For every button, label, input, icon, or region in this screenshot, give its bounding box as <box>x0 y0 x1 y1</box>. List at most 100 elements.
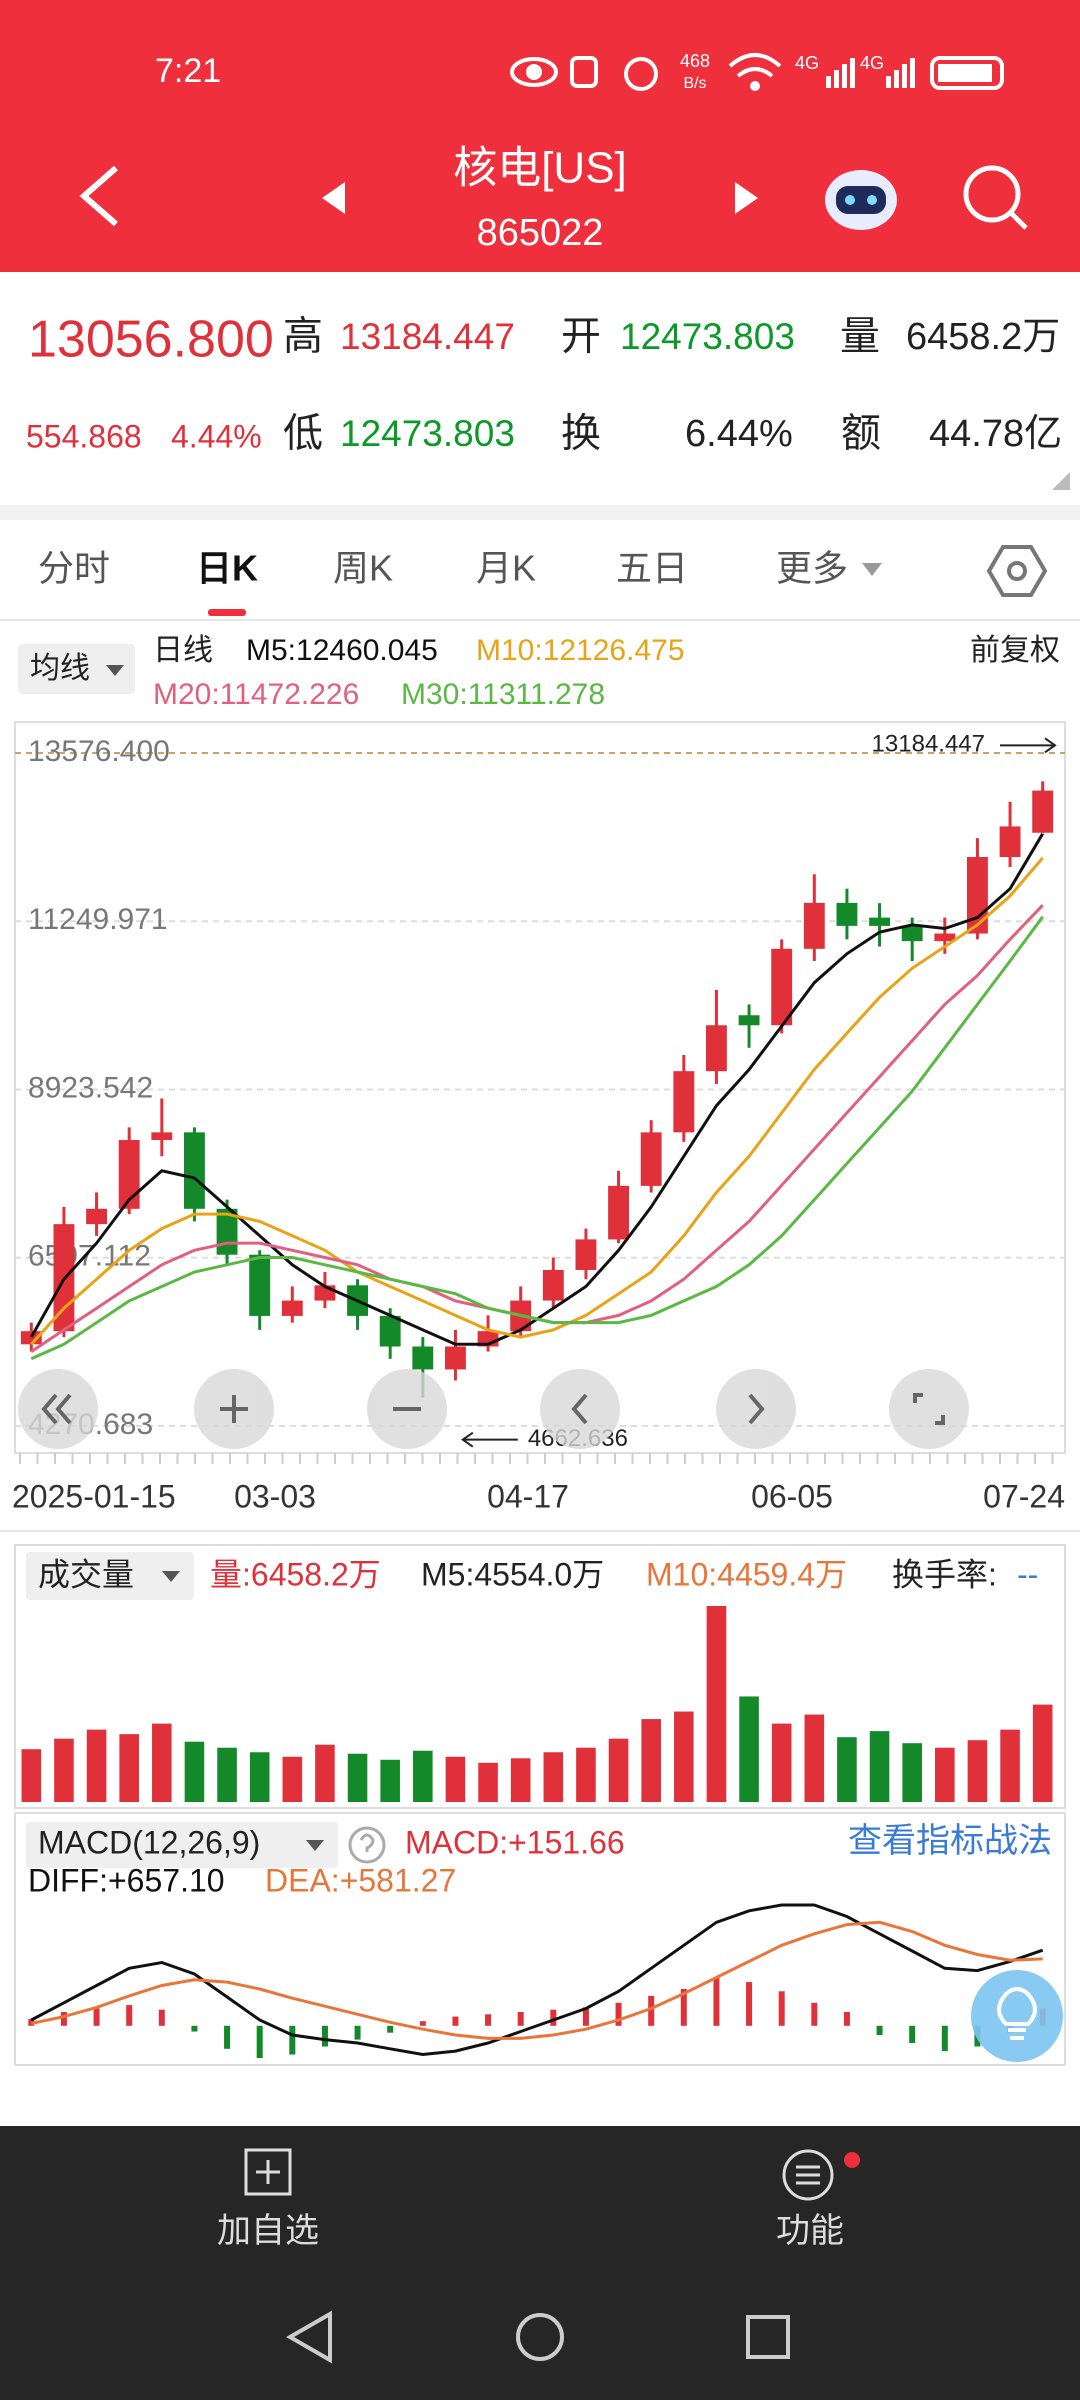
step-right[interactable] <box>716 1369 796 1449</box>
header-bg <box>0 0 1080 272</box>
volume-bar <box>1000 1729 1020 1802</box>
candle-body <box>542 1269 564 1301</box>
legend-entry: M20:11472.226 <box>153 678 359 711</box>
high: 13184.447 <box>340 316 515 357</box>
divider <box>0 1530 1080 1532</box>
macd-bar <box>158 2009 165 2026</box>
open: 12473.803 <box>620 316 795 357</box>
macd-bar <box>648 1995 655 2026</box>
candle-body <box>934 933 956 942</box>
volume-bar <box>21 1749 42 1802</box>
legend-entry: M5:4554.0万 <box>421 1556 604 1592</box>
price-chart: 13576.40011249.9718923.5426597.1124270.6… <box>12 634 1065 1514</box>
volume-bar <box>86 1729 107 1802</box>
volume-selector[interactable] <box>26 1552 194 1600</box>
macd-line <box>30 1903 1044 2057</box>
volume-chart: 量:6458.2万 M5:4554.0万 M10:4459.4万 换手率: -- <box>21 1556 1053 1802</box>
volume-bar <box>771 1723 792 1802</box>
legend-entry: M5:12460.045 <box>246 634 438 667</box>
turnover: 6.44% <box>685 413 793 455</box>
macd-title: MACD(12,26,9) <box>38 1824 260 1860</box>
volume-bar <box>119 1734 139 1802</box>
volume-frame <box>14 1544 1066 1809</box>
volume-bar <box>1032 1704 1053 1802</box>
x-tick-label: 03-03 <box>234 1478 316 1514</box>
x-tick-label: 04-17 <box>487 1478 569 1514</box>
x-tick-label: 2025-01-15 <box>12 1478 176 1514</box>
adjust-label[interactable]: 前复权 <box>970 634 1060 667</box>
status-time: 7:21 <box>155 52 221 90</box>
legend-entry: 量:6458.2万 <box>210 1556 381 1592</box>
volume-bar <box>608 1738 629 1802</box>
macd-bar <box>517 2011 524 2026</box>
nav-icons <box>244 2148 834 2201</box>
ma-selector[interactable] <box>18 644 135 694</box>
dropdown-arrow <box>306 1840 324 1851</box>
volume-bar <box>347 1753 368 1802</box>
prev-stock[interactable] <box>322 182 345 214</box>
label: 开 <box>561 315 601 359</box>
macd-bar <box>680 1988 687 2026</box>
legend-entry: M30:11311.278 <box>401 678 605 711</box>
legend-entry: MACD:+151.66 <box>405 1824 625 1860</box>
volume-bar <box>674 1711 694 1802</box>
robot-assistant[interactable] <box>825 170 897 230</box>
help-icon[interactable] <box>348 1826 386 1864</box>
expand-corner[interactable] <box>1052 472 1070 490</box>
search-button[interactable] <box>963 165 1028 230</box>
legend-entry: DIFF:+657.10 <box>28 1862 225 1898</box>
last-price: 13056.800 <box>28 311 274 369</box>
ma-line <box>30 915 1044 1361</box>
macd-bar <box>387 2025 394 2033</box>
settings-button[interactable] <box>986 545 1048 597</box>
macd-bar <box>354 2025 361 2040</box>
status-icons <box>510 53 1004 91</box>
badge <box>844 2152 860 2168</box>
macd-bar <box>778 1991 785 2026</box>
macd-bar <box>419 2021 426 2026</box>
candle-body <box>575 1239 597 1270</box>
next-stock[interactable] <box>735 182 758 214</box>
net-speed: 468 <box>680 51 710 71</box>
signal-bars <box>826 58 915 88</box>
volume-bar <box>217 1747 237 1802</box>
nav-watchlist[interactable]: 加自选 <box>217 2212 319 2250</box>
y-tick-label: 8923.542 <box>28 1071 153 1104</box>
arrow <box>461 1431 518 1448</box>
macd-bar <box>843 2011 850 2026</box>
net-type: 4G <box>860 53 884 73</box>
label: 量 <box>840 315 880 359</box>
volume-bar <box>543 1752 564 1802</box>
candle-body <box>118 1140 140 1209</box>
macd-chart: MACD:+151.66 DIFF:+657.10 DEA:+581.27 <box>28 1824 1046 2058</box>
macd-bar <box>289 2025 296 2055</box>
candle-body <box>705 1025 727 1072</box>
tab[interactable]: 日K <box>196 548 258 589</box>
legend-entry: M10:12126.475 <box>476 634 685 667</box>
tab[interactable]: 更多 <box>776 548 848 589</box>
volume-bar <box>869 1731 890 1802</box>
tips-button[interactable] <box>971 1970 1063 2062</box>
indicator-link[interactable]: 查看指标战法 <box>848 1822 1052 1860</box>
candle-body <box>640 1132 662 1186</box>
macd-bar <box>550 2009 557 2026</box>
back-button[interactable] <box>79 165 118 227</box>
net-speed-unit: B/s <box>683 75 706 92</box>
candle-body <box>836 902 858 926</box>
nav-functions[interactable]: 功能 <box>776 2212 844 2250</box>
candle-body <box>901 925 923 942</box>
macd-bar <box>582 2007 589 2026</box>
label: 换 <box>561 412 601 456</box>
tab[interactable]: 五日 <box>616 548 688 589</box>
candle-body <box>281 1300 303 1316</box>
volume-bar <box>641 1719 661 1802</box>
volume-bar <box>478 1762 498 1802</box>
dropdown-arrow <box>862 563 882 576</box>
fullscreen[interactable] <box>889 1369 969 1449</box>
tab[interactable]: 分时 <box>38 548 110 589</box>
volume-bar <box>380 1759 400 1802</box>
step-left[interactable] <box>540 1369 620 1449</box>
macd-selector[interactable] <box>26 1822 338 1868</box>
tab[interactable]: 周K <box>333 548 393 589</box>
tab[interactable]: 月K <box>476 548 536 589</box>
